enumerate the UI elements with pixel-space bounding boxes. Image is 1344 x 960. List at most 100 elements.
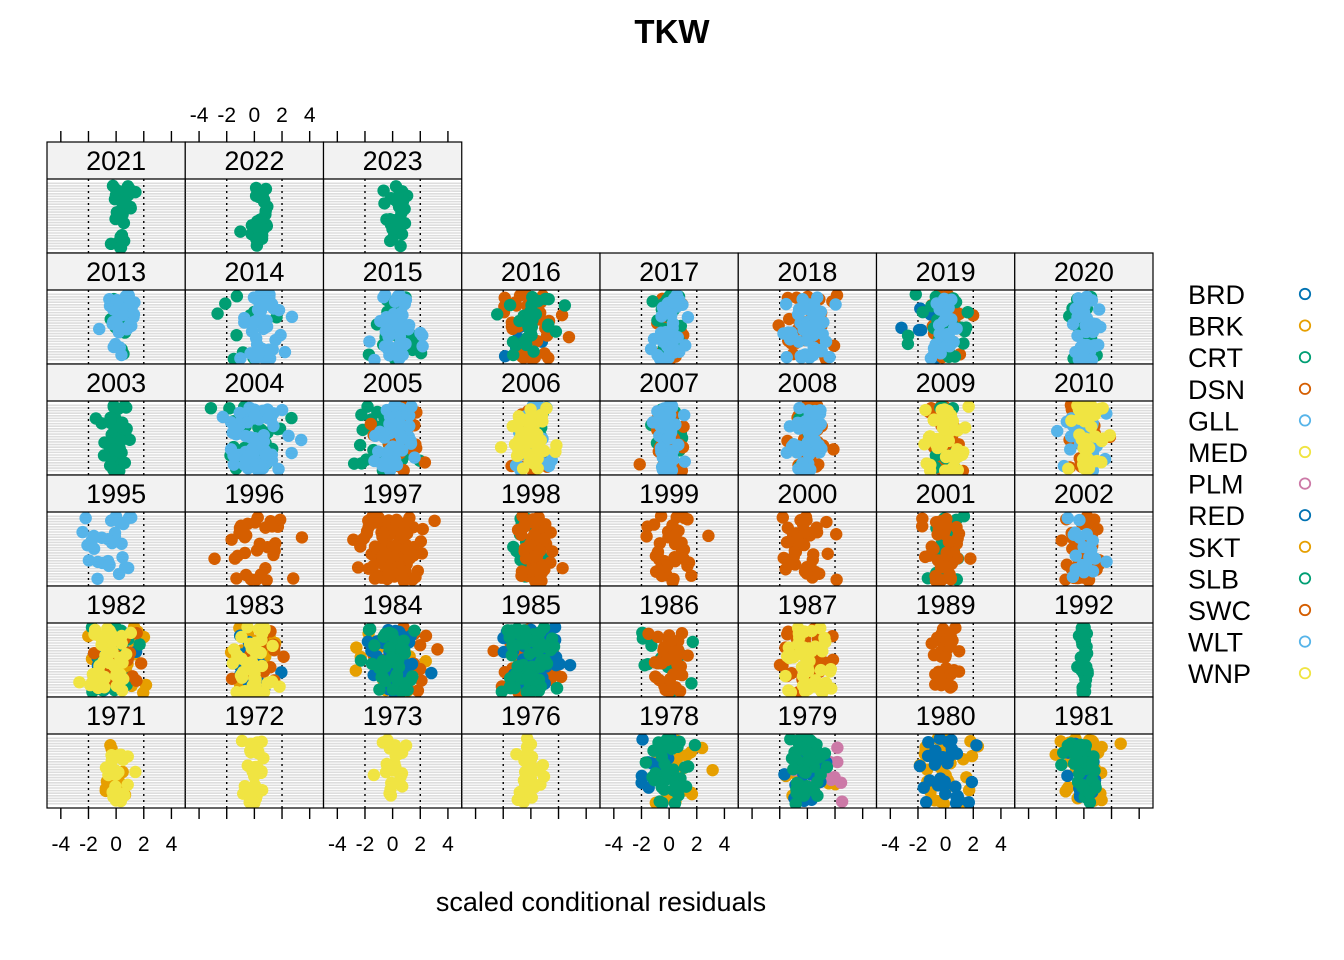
point-dsn	[780, 536, 794, 549]
point-gll	[1100, 555, 1113, 568]
panel-strip	[185, 697, 324, 734]
panel-strip	[876, 364, 1015, 401]
points	[204, 401, 308, 475]
points	[895, 290, 980, 364]
point-slb	[520, 631, 533, 644]
x-tick-label: 0	[940, 833, 952, 856]
point-crt	[392, 215, 405, 228]
panel-strip	[1014, 475, 1153, 512]
point-dsn	[362, 520, 375, 534]
legend-item-crt: CRT	[1188, 343, 1312, 373]
point-crt	[371, 405, 384, 419]
point-plm	[831, 741, 844, 754]
x-axis-col-4	[474, 808, 587, 819]
point-crt	[394, 239, 407, 253]
point-med	[98, 681, 111, 694]
points	[636, 626, 699, 697]
points	[1063, 290, 1107, 364]
point-med	[93, 659, 106, 673]
panel-strip	[600, 586, 739, 623]
point-gll	[93, 322, 106, 336]
points	[73, 623, 153, 697]
point-crt	[223, 402, 236, 415]
x-axis-title: scaled conditional residuals	[436, 887, 766, 917]
point-med	[86, 675, 99, 689]
panel-year-label: 1972	[224, 701, 284, 731]
point-med	[236, 665, 250, 679]
point-med	[258, 623, 271, 636]
point-slb	[133, 638, 146, 651]
panel-year-label: 2007	[639, 368, 699, 398]
point-swc	[681, 649, 694, 662]
point-dsn	[652, 564, 665, 577]
panel-year-label: 1997	[363, 479, 423, 509]
point-slb	[389, 671, 403, 684]
panel-year-label: 1984	[363, 590, 423, 620]
point-dsn	[519, 552, 533, 565]
point-red	[636, 734, 649, 746]
point-gll	[376, 459, 389, 473]
panel-strip	[876, 475, 1015, 512]
panel-1971: 1971	[46, 696, 186, 809]
point-gll	[392, 442, 406, 455]
legend-item-wnp: WNP	[1188, 659, 1312, 689]
point-crt	[513, 314, 526, 328]
x-tick-label: 2	[138, 833, 150, 856]
point-slb	[665, 742, 678, 756]
point-med	[1081, 413, 1095, 426]
point-slb	[550, 682, 564, 695]
point-dsn	[230, 572, 243, 585]
panel-year-label: 1980	[916, 701, 976, 731]
point-gll	[388, 295, 402, 308]
point-swc	[773, 658, 787, 672]
panel-2006: 2006	[461, 363, 601, 476]
legend-label: RED	[1188, 501, 1245, 531]
point-wnp	[521, 745, 534, 758]
point-gll	[250, 338, 264, 351]
point-gll	[662, 351, 675, 364]
point-dsn	[964, 552, 977, 565]
point-slb	[811, 789, 824, 802]
panel-strip	[876, 697, 1015, 734]
point-dsn	[781, 521, 795, 535]
point-red	[1061, 769, 1074, 783]
point-gll	[408, 451, 421, 464]
x-tick-label: 4	[166, 833, 178, 856]
legend-label: CRT	[1188, 343, 1243, 373]
point-swc	[642, 627, 655, 641]
point-slb	[639, 756, 653, 769]
panel-2014: 2014	[184, 252, 325, 365]
point-brk	[350, 641, 363, 654]
point-red	[425, 666, 438, 680]
point-dsn	[830, 528, 843, 541]
point-dsn	[428, 514, 441, 528]
panel-1981: 1981	[1014, 696, 1154, 809]
point-slb	[383, 641, 396, 655]
point-crt	[646, 295, 659, 308]
point-gll	[779, 297, 793, 311]
legend-label: WLT	[1188, 628, 1243, 658]
panel-strip	[461, 586, 600, 623]
points	[1049, 734, 1127, 808]
point-dsn	[395, 564, 409, 578]
point-slb	[681, 760, 695, 773]
panel-year-label: 2023	[363, 146, 423, 176]
point-crt	[204, 401, 218, 415]
panel-1972: 1972	[184, 696, 325, 809]
legend-label: SLB	[1188, 564, 1239, 594]
point-red	[913, 759, 927, 773]
panel-year-label: 1996	[224, 479, 284, 509]
point-gll	[808, 434, 822, 447]
panel-year-label: 1979	[777, 701, 837, 731]
panel-year-label: 1986	[639, 590, 699, 620]
panel-strip	[600, 364, 739, 401]
point-slb	[798, 765, 811, 779]
legend-marker	[1298, 445, 1312, 459]
panel-year-label: 2021	[86, 146, 146, 176]
point-brk	[349, 664, 363, 677]
point-swc	[663, 684, 676, 697]
point-med	[549, 445, 562, 458]
point-crt	[117, 216, 131, 230]
legend-label: SWC	[1188, 596, 1251, 626]
